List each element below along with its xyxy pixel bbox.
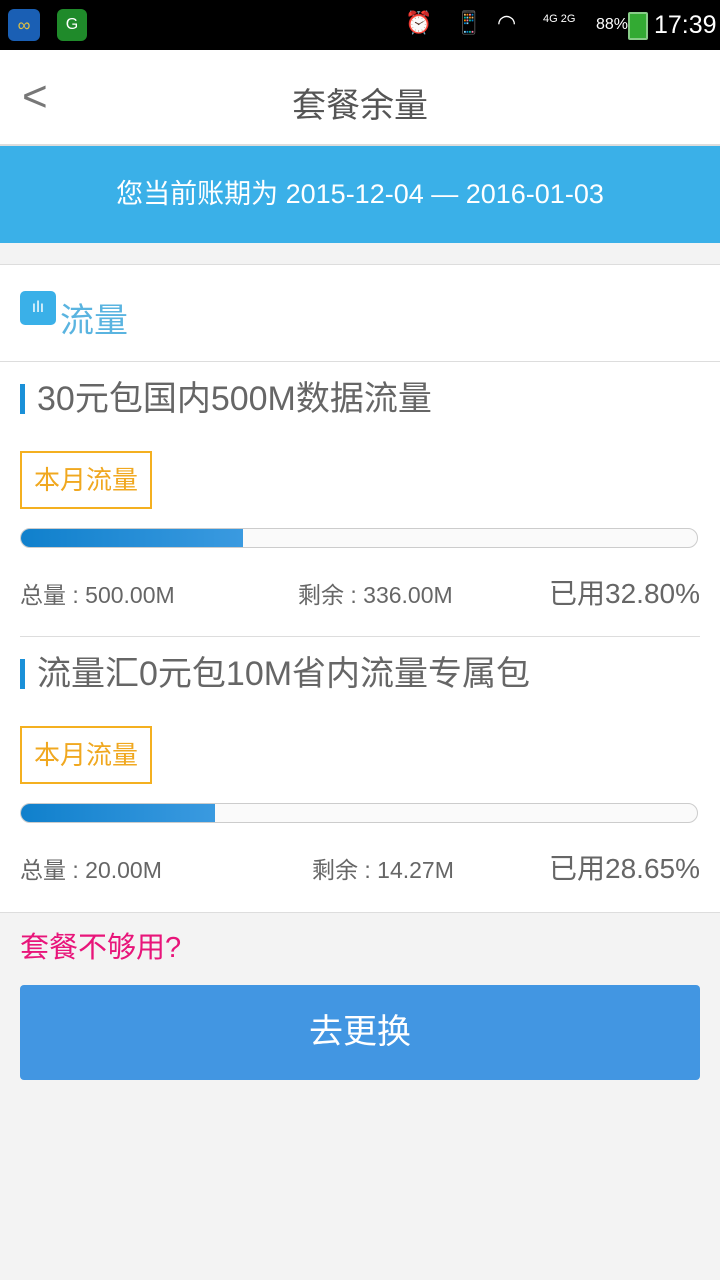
usage-progress-fill bbox=[21, 804, 215, 822]
used-percent: 已用28.65% bbox=[549, 853, 700, 884]
back-button[interactable]: < bbox=[22, 72, 48, 121]
alarm-icon: ⏰ bbox=[405, 10, 433, 35]
vibrate-icon: 📱 bbox=[455, 10, 483, 35]
remaining-amount: 剩余 : 14.27M bbox=[312, 857, 454, 883]
app-notification-icon: ∞ bbox=[8, 9, 40, 41]
header: < 套餐余量 bbox=[0, 50, 720, 146]
package-name: 30元包国内500M数据流量 bbox=[20, 382, 432, 416]
remaining-amount: 剩余 : 336.00M bbox=[298, 582, 453, 608]
total-amount: 总量 : 20.00M bbox=[20, 857, 162, 883]
battery-icon bbox=[628, 12, 648, 40]
period-tag: 本月流量 bbox=[20, 726, 152, 784]
security-app-icon: G bbox=[57, 9, 87, 41]
signal-icon: 4G 2G bbox=[543, 13, 576, 25]
battery-percent: 88% bbox=[596, 16, 629, 33]
data-usage-card: ılı 流量 30元包国内500M数据流量 本月流量 总量 : 500.00M … bbox=[0, 264, 720, 913]
package-name: 流量汇0元包10M省内流量专属包 bbox=[20, 657, 530, 691]
usage-progress-fill bbox=[21, 529, 243, 547]
usage-progress-bar bbox=[20, 528, 698, 548]
page-title: 套餐余量 bbox=[292, 87, 428, 125]
bar-chart-icon: ılı bbox=[20, 291, 56, 325]
billing-period-banner: 您当前账期为 2015-12-04 — 2016-01-03 bbox=[0, 146, 720, 243]
change-plan-button[interactable]: 去更换 bbox=[20, 985, 700, 1080]
clock: 17:39 bbox=[654, 11, 717, 39]
usage-progress-bar bbox=[20, 803, 698, 823]
plan-insufficient-prompt: 套餐不够用? bbox=[20, 932, 182, 964]
total-amount: 总量 : 500.00M bbox=[20, 582, 175, 608]
used-percent: 已用32.80% bbox=[549, 578, 700, 609]
section-label: 流量 bbox=[60, 302, 128, 340]
wifi-icon: ◠ bbox=[497, 10, 517, 35]
divider bbox=[20, 636, 700, 637]
status-bar: ∞ G ⏰ 📱 ◠ 4G 2G 88% 17:39 bbox=[0, 0, 720, 50]
period-tag: 本月流量 bbox=[20, 451, 152, 509]
section-header: ılı 流量 bbox=[0, 265, 720, 362]
